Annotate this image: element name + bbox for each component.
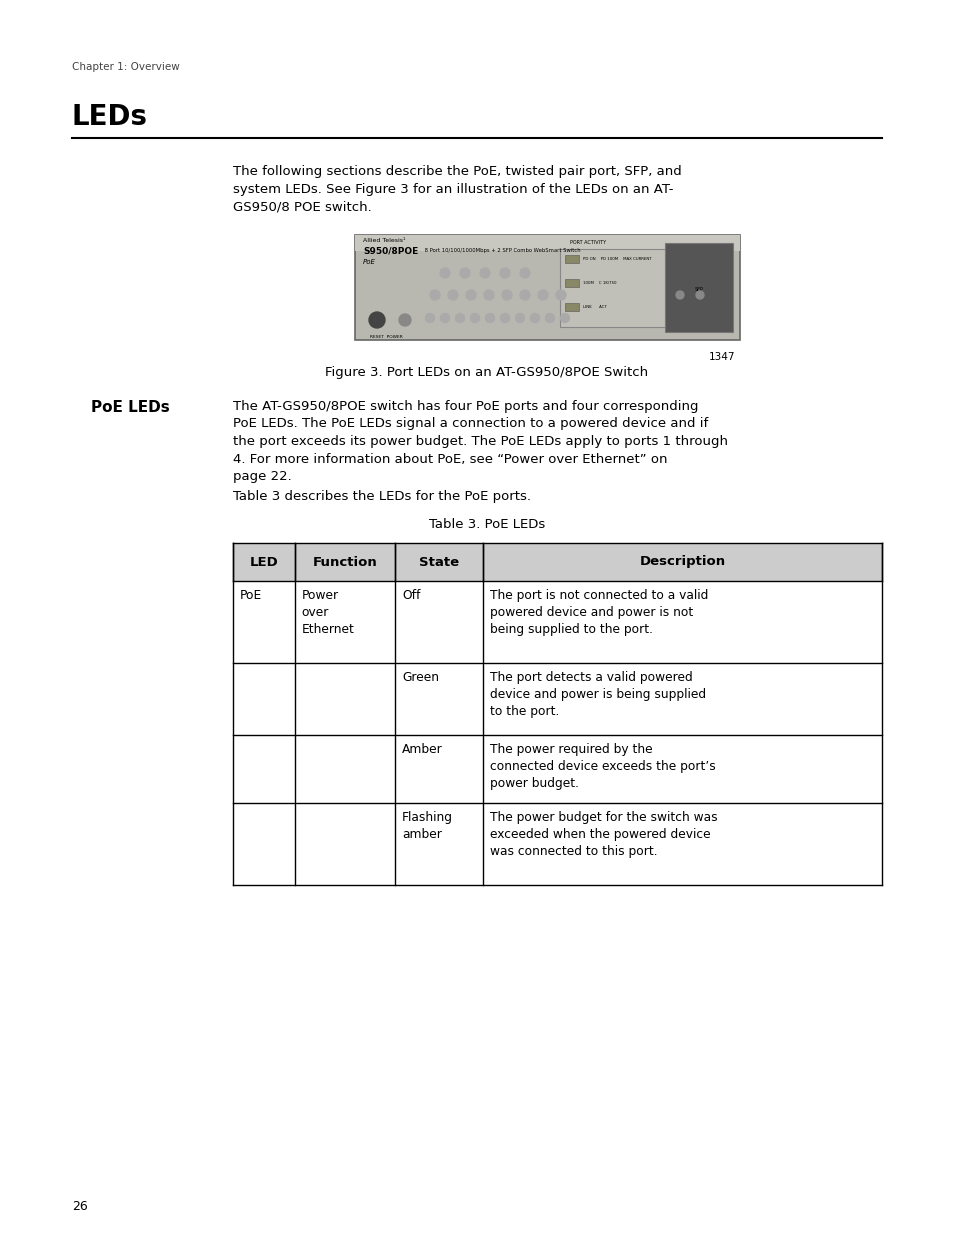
Bar bbox=[664, 243, 732, 332]
Text: the port exceeds its power budget. The PoE LEDs apply to ports 1 through: the port exceeds its power budget. The P… bbox=[233, 435, 727, 448]
Text: LINK      ACT: LINK ACT bbox=[582, 305, 606, 309]
Circle shape bbox=[440, 314, 449, 322]
Text: Amber: Amber bbox=[402, 743, 442, 756]
Bar bbox=[564, 254, 578, 263]
Circle shape bbox=[465, 290, 476, 300]
Text: Table 3. PoE LEDs: Table 3. PoE LEDs bbox=[429, 517, 544, 531]
Text: PD ON    PD 100M    MAX CURRENT: PD ON PD 100M MAX CURRENT bbox=[582, 257, 651, 261]
Text: Chapter 1: Overview: Chapter 1: Overview bbox=[71, 62, 179, 72]
Circle shape bbox=[430, 290, 439, 300]
Circle shape bbox=[500, 314, 509, 322]
Circle shape bbox=[676, 291, 683, 299]
Circle shape bbox=[515, 314, 524, 322]
Text: Description: Description bbox=[639, 556, 724, 568]
Circle shape bbox=[439, 268, 450, 278]
Text: 8 Port 10/100/1000Mbps + 2 SFP Combo WebSmart Switch: 8 Port 10/100/1000Mbps + 2 SFP Combo Web… bbox=[422, 248, 580, 253]
Text: LEDs: LEDs bbox=[71, 103, 148, 131]
Text: page 22.: page 22. bbox=[233, 471, 292, 483]
Text: 4. For more information about PoE, see “Power over Ethernet” on: 4. For more information about PoE, see “… bbox=[233, 452, 667, 466]
Text: The power budget for the switch was
exceeded when the powered device
was connect: The power budget for the switch was exce… bbox=[489, 811, 717, 858]
Text: system LEDs. See Figure 3 for an illustration of the LEDs on an AT-: system LEDs. See Figure 3 for an illustr… bbox=[233, 183, 673, 196]
Text: 26: 26 bbox=[71, 1200, 88, 1213]
Circle shape bbox=[696, 291, 703, 299]
Text: The port detects a valid powered
device and power is being supplied
to the port.: The port detects a valid powered device … bbox=[489, 671, 705, 718]
Text: The AT-GS950/8POE switch has four PoE ports and four corresponding: The AT-GS950/8POE switch has four PoE po… bbox=[233, 400, 698, 412]
Text: The port is not connected to a valid
powered device and power is not
being suppl: The port is not connected to a valid pow… bbox=[489, 589, 707, 636]
Text: PoE LEDs. The PoE LEDs signal a connection to a powered device and if: PoE LEDs. The PoE LEDs signal a connecti… bbox=[233, 417, 707, 431]
Circle shape bbox=[459, 268, 470, 278]
Circle shape bbox=[483, 290, 494, 300]
Text: PoE: PoE bbox=[240, 589, 262, 601]
Text: Power
over
Ethernet: Power over Ethernet bbox=[301, 589, 355, 636]
Circle shape bbox=[501, 290, 512, 300]
Circle shape bbox=[479, 268, 490, 278]
Text: 1347: 1347 bbox=[708, 352, 734, 362]
Circle shape bbox=[519, 268, 530, 278]
Circle shape bbox=[425, 314, 434, 322]
Text: Table 3 describes the LEDs for the PoE ports.: Table 3 describes the LEDs for the PoE p… bbox=[233, 490, 531, 503]
Text: PoE LEDs: PoE LEDs bbox=[91, 400, 170, 415]
Text: Flashing
amber: Flashing amber bbox=[402, 811, 453, 841]
Text: PORT ACTIVITY: PORT ACTIVITY bbox=[569, 240, 605, 245]
Circle shape bbox=[485, 314, 494, 322]
Circle shape bbox=[519, 290, 530, 300]
Circle shape bbox=[369, 312, 385, 329]
Text: State: State bbox=[418, 556, 458, 568]
Text: 100M    C 1K/750: 100M C 1K/750 bbox=[582, 282, 616, 285]
Text: Function: Function bbox=[313, 556, 377, 568]
Bar bbox=[355, 235, 740, 340]
Text: S950/8POE: S950/8POE bbox=[363, 247, 417, 256]
Circle shape bbox=[470, 314, 479, 322]
Bar bbox=[233, 543, 882, 580]
Circle shape bbox=[499, 268, 510, 278]
Text: The following sections describe the PoE, twisted pair port, SFP, and: The following sections describe the PoE,… bbox=[233, 165, 681, 178]
Text: Off: Off bbox=[402, 589, 420, 601]
Text: PoE: PoE bbox=[363, 259, 375, 266]
Circle shape bbox=[398, 314, 411, 326]
Circle shape bbox=[560, 314, 569, 322]
Bar bbox=[564, 303, 578, 311]
Text: GS950/8 POE switch.: GS950/8 POE switch. bbox=[233, 201, 372, 214]
Bar bbox=[559, 249, 669, 327]
Text: The power required by the
connected device exceeds the port’s
power budget.: The power required by the connected devi… bbox=[489, 743, 715, 790]
Text: RESET  POWER: RESET POWER bbox=[370, 335, 402, 338]
Text: Green: Green bbox=[402, 671, 438, 684]
Text: LED: LED bbox=[249, 556, 278, 568]
Circle shape bbox=[537, 290, 547, 300]
Text: SFP: SFP bbox=[694, 287, 702, 291]
Bar bbox=[564, 279, 578, 287]
Circle shape bbox=[530, 314, 539, 322]
Text: Figure 3. Port LEDs on an AT-GS950/8POE Switch: Figure 3. Port LEDs on an AT-GS950/8POE … bbox=[325, 366, 648, 379]
Circle shape bbox=[545, 314, 554, 322]
Bar bbox=[355, 235, 740, 251]
Circle shape bbox=[556, 290, 565, 300]
Circle shape bbox=[448, 290, 457, 300]
Circle shape bbox=[455, 314, 464, 322]
Text: Allied Telesis¹: Allied Telesis¹ bbox=[363, 238, 405, 243]
